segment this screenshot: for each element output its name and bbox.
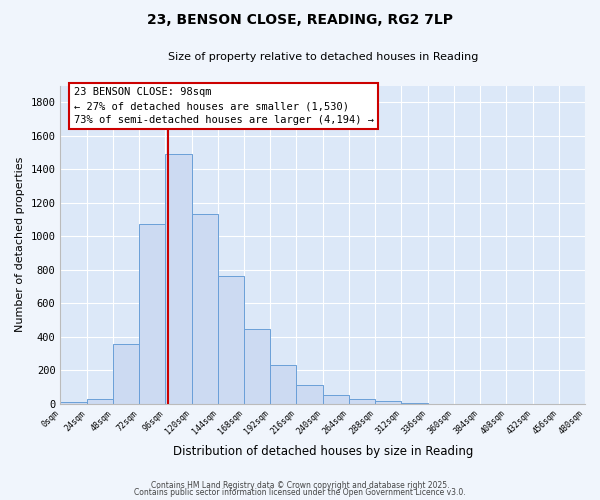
Bar xyxy=(139,224,166,404)
Title: Size of property relative to detached houses in Reading: Size of property relative to detached ho… xyxy=(167,52,478,62)
Text: Contains HM Land Registry data © Crown copyright and database right 2025.: Contains HM Land Registry data © Crown c… xyxy=(151,481,449,490)
Bar xyxy=(191,214,218,404)
Text: 23 BENSON CLOSE: 98sqm
← 27% of detached houses are smaller (1,530)
73% of semi-: 23 BENSON CLOSE: 98sqm ← 27% of detached… xyxy=(74,87,374,125)
Bar xyxy=(244,329,270,404)
Bar xyxy=(86,399,113,404)
Bar xyxy=(375,400,401,404)
Bar xyxy=(61,402,86,404)
Y-axis label: Number of detached properties: Number of detached properties xyxy=(15,157,25,332)
Bar xyxy=(113,344,139,404)
Bar xyxy=(166,154,191,404)
Text: Contains public sector information licensed under the Open Government Licence v3: Contains public sector information licen… xyxy=(134,488,466,497)
Bar xyxy=(270,365,296,404)
Bar xyxy=(296,386,323,404)
X-axis label: Distribution of detached houses by size in Reading: Distribution of detached houses by size … xyxy=(173,444,473,458)
Text: 23, BENSON CLOSE, READING, RG2 7LP: 23, BENSON CLOSE, READING, RG2 7LP xyxy=(147,12,453,26)
Bar xyxy=(323,394,349,404)
Bar xyxy=(401,403,428,404)
Bar xyxy=(349,399,375,404)
Bar xyxy=(218,276,244,404)
